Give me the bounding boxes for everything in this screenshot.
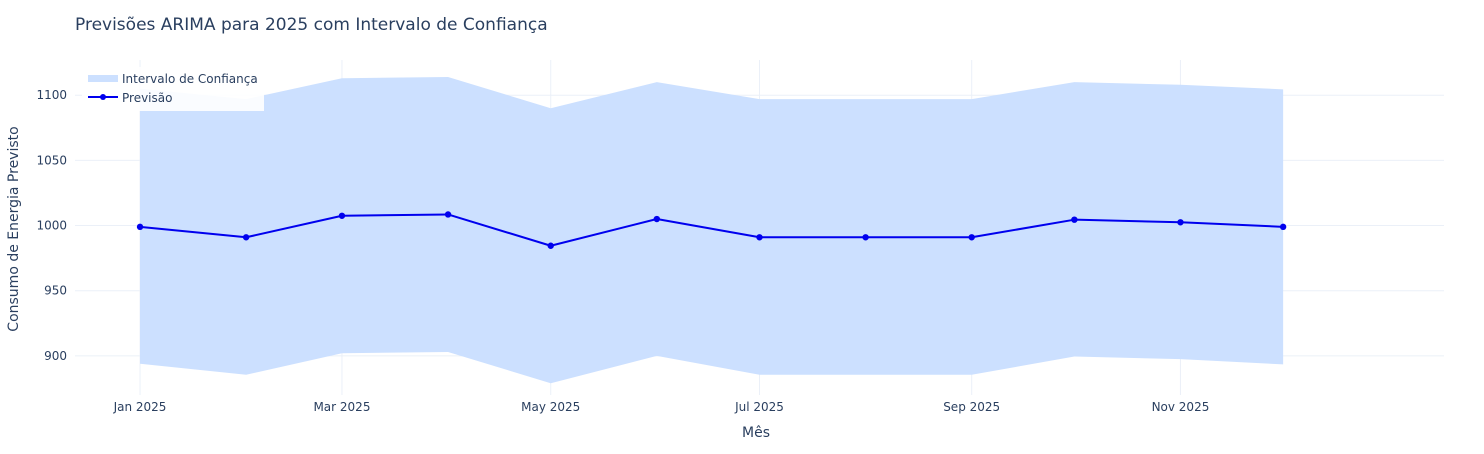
- x-tick-label: May 2025: [521, 400, 580, 414]
- forecast-point: [444, 211, 452, 218]
- y-tick-label: 1000: [36, 219, 67, 233]
- y-tick-label: 1100: [36, 88, 67, 102]
- y-tick-label: 950: [44, 284, 67, 298]
- y-axis-ticks: 900 950 1000 1050 1100: [36, 88, 67, 363]
- x-axis-ticks: Jan 2025 Mar 2025 May 2025 Jul 2025 Sep 2025…: [113, 400, 1210, 414]
- legend[interactable]: Intervalo de Confiança Previsão: [82, 67, 264, 111]
- forecast-point: [136, 223, 144, 231]
- forecast-point: [1071, 216, 1078, 223]
- x-tick-label: Sep 2025: [943, 400, 1000, 414]
- forecast-point: [242, 234, 250, 241]
- forecast-point: [968, 234, 975, 241]
- legend-band-label: Intervalo de Confiança: [122, 72, 258, 86]
- forecast-point: [338, 212, 346, 219]
- forecast-point: [653, 215, 661, 223]
- x-tick-label: Jul 2025: [734, 400, 784, 414]
- legend-line-marker: [100, 94, 106, 100]
- forecast-point: [1177, 219, 1184, 226]
- forecast-line: [139, 213, 1284, 247]
- forecast-point: [862, 234, 869, 241]
- forecast-point: [1279, 223, 1287, 231]
- legend-line-label: Previsão: [122, 91, 172, 105]
- x-tick-label: Nov 2025: [1152, 400, 1210, 414]
- confidence-interval-band: [140, 76, 1284, 384]
- confidence-band-layer: [140, 76, 1284, 384]
- chart-title: Previsões ARIMA para 2025 com Intervalo …: [75, 15, 548, 35]
- x-tick-label: Jan 2025: [113, 400, 167, 414]
- y-tick-label: 1050: [36, 153, 67, 167]
- forecast-point: [756, 234, 763, 241]
- x-axis-title: Mês: [742, 425, 770, 441]
- forecast-point: [547, 242, 554, 249]
- y-axis-title: Consumo de Energia Previsto: [6, 126, 22, 331]
- y-tick-label: 900: [44, 349, 67, 363]
- legend-band-swatch: [88, 75, 118, 82]
- legend-background: [82, 67, 264, 111]
- x-tick-label: Mar 2025: [313, 400, 370, 414]
- forecast-line-layer: [136, 211, 1287, 249]
